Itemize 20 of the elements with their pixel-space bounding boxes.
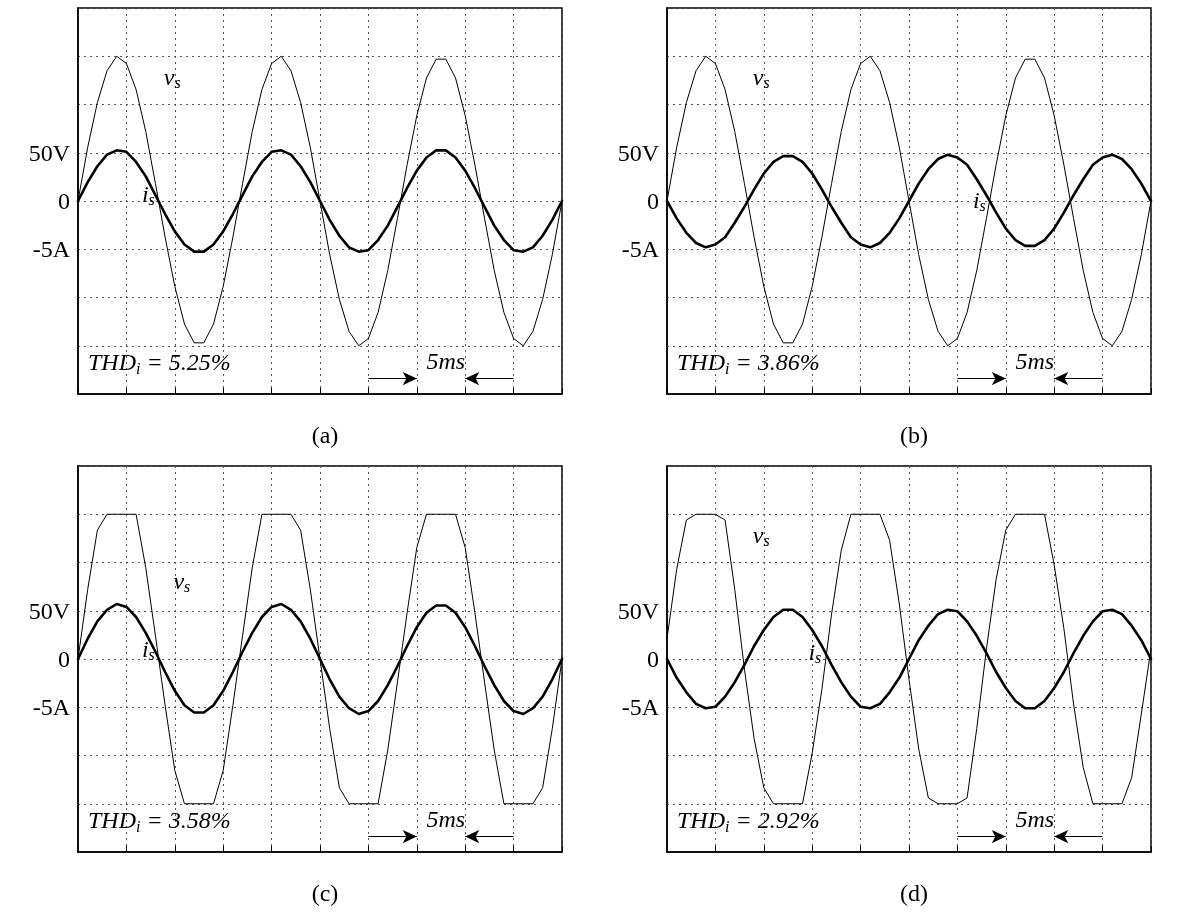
text: 50V: [28, 597, 71, 624]
text: 50V: [28, 139, 71, 166]
text: -5A: [621, 694, 660, 721]
text: (d): [900, 880, 928, 906]
text: 50V: [617, 597, 660, 624]
text: 5ms: [1015, 347, 1055, 374]
text: 0: [58, 646, 70, 672]
text: 0: [647, 646, 659, 672]
text: -5A: [32, 236, 71, 263]
text: 50V: [617, 139, 660, 166]
text: -5A: [32, 694, 71, 721]
text: (c): [311, 880, 339, 906]
text: 5ms: [426, 347, 466, 374]
text: 5ms: [426, 805, 466, 832]
text: 0: [58, 188, 70, 214]
text: 5ms: [1015, 805, 1055, 832]
text: -5A: [621, 236, 660, 263]
text: (b): [900, 422, 928, 448]
text: 0: [647, 188, 659, 214]
text: (a): [311, 422, 339, 448]
